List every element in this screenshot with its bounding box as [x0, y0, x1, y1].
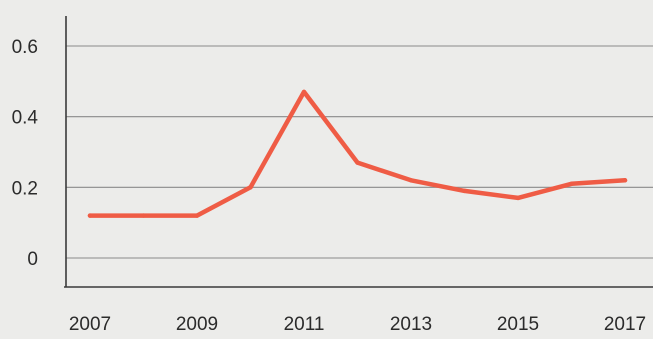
- x-tick-label: 2011: [284, 314, 325, 335]
- data-point: [569, 181, 574, 186]
- data-point: [248, 185, 253, 190]
- data-point: [408, 178, 414, 183]
- data-point: [515, 195, 521, 201]
- x-tick-labels: 2007 2009 2011 2013 2015 2017: [69, 314, 646, 335]
- y-tick-labels: 0 0.2 0.4 0.6: [12, 37, 39, 270]
- x-tick-label: 2017: [604, 314, 646, 335]
- x-tick-label: 2009: [176, 314, 218, 335]
- series-layer: [87, 89, 628, 218]
- x-tick-label: 2013: [390, 314, 432, 335]
- y-tick-label: 0: [27, 249, 38, 270]
- data-point: [462, 188, 467, 194]
- data-point: [194, 213, 200, 218]
- data-point: [301, 89, 307, 95]
- y-tick-label: 0.4: [12, 108, 39, 129]
- y-tick-label: 0.6: [12, 37, 38, 58]
- data-point: [355, 160, 360, 165]
- data-point: [87, 213, 93, 218]
- data-point: [622, 178, 628, 183]
- data-point: [141, 213, 146, 218]
- y-tick-label: 0.2: [12, 178, 38, 199]
- x-tick-label: 2015: [497, 314, 539, 335]
- x-tick-label: 2007: [69, 314, 111, 335]
